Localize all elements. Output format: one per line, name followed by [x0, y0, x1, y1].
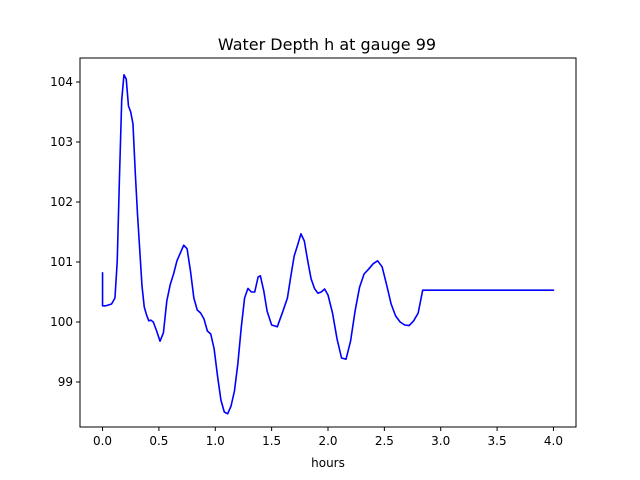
x-axis: 0.0 0.5 1.0 1.5 2.0 2.5 3.0 3.5 4.0 — [93, 427, 563, 448]
y-tick-label: 102 — [50, 195, 73, 209]
x-tick-label: 3.0 — [431, 434, 450, 448]
x-tick-label: 2.5 — [375, 434, 394, 448]
x-tick-label: 2.0 — [318, 434, 337, 448]
y-tick-label: 104 — [50, 75, 73, 89]
plot-frame — [79, 57, 577, 428]
y-tick-label: 101 — [50, 255, 73, 269]
x-tick-label: 0.0 — [93, 434, 112, 448]
x-axis-label: hours — [311, 456, 345, 470]
chart-title: Water Depth h at gauge 99 — [218, 35, 436, 54]
series-line — [101, 74, 555, 415]
x-tick-label: 0.5 — [149, 434, 168, 448]
y-tick-label: 100 — [50, 315, 73, 329]
x-tick-label: 1.0 — [206, 434, 225, 448]
y-tick-label: 99 — [58, 375, 73, 389]
x-tick-label: 3.5 — [488, 434, 507, 448]
x-tick-label: 1.5 — [262, 434, 281, 448]
y-axis: 99 100 101 102 103 104 — [50, 75, 80, 389]
x-tick-label: 4.0 — [544, 434, 563, 448]
y-tick-label: 103 — [50, 135, 73, 149]
